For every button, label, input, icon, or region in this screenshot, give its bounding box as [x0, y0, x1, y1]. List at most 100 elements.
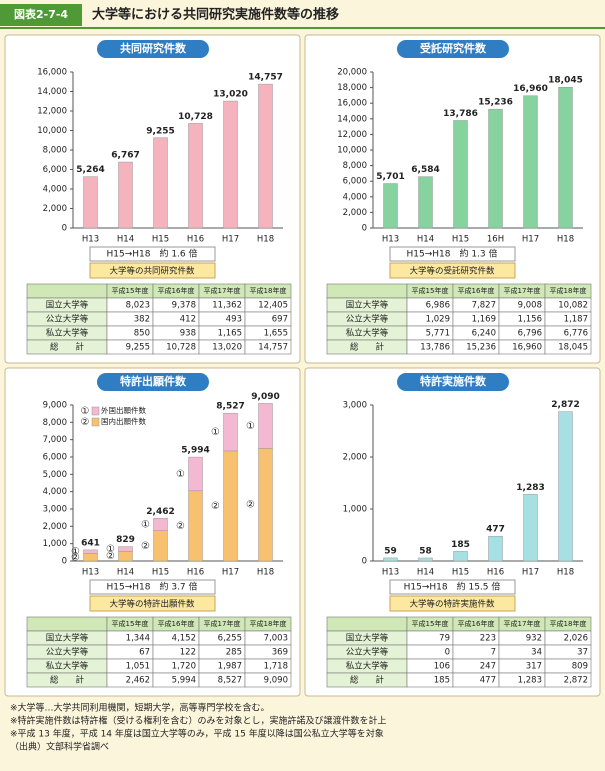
- bar-segment: [223, 450, 238, 562]
- bar: [523, 95, 538, 229]
- caption-box: [389, 595, 516, 612]
- value-label: 6,584: [411, 165, 439, 175]
- footnote: ※平成 13 年度，平成 14 年度は国立大学等のみ，平成 15 年度以降は国公…: [10, 728, 384, 740]
- value-label: 477: [486, 525, 505, 535]
- table-cell: 2,872: [564, 676, 588, 686]
- x-tick-label: H15: [152, 235, 169, 245]
- legend-swatch: [91, 417, 100, 427]
- y-tick-label: 2,000: [43, 522, 67, 532]
- table-header: 平成17年度: [504, 619, 541, 628]
- table-header: 平成16年度: [458, 286, 495, 295]
- x-tick-label: H15: [152, 568, 169, 578]
- value-label: 13,020: [213, 90, 248, 100]
- bar: [153, 137, 168, 229]
- table-row-label: 国立大学等: [46, 300, 89, 311]
- x-tick-label: H13: [382, 568, 399, 578]
- value-label: 5,994: [181, 446, 209, 456]
- table-cell: 14,757: [258, 343, 288, 353]
- table-header: 平成18年度: [550, 619, 587, 628]
- table-cell: 412: [180, 315, 196, 325]
- table-header: 平成16年度: [158, 286, 195, 295]
- value-label: 59: [384, 546, 397, 556]
- bar: [523, 494, 538, 562]
- table-cell: 9,255: [126, 343, 150, 353]
- x-tick-label: H14: [117, 235, 134, 245]
- bar-segment: [118, 546, 133, 552]
- y-tick-label: 18,000: [337, 83, 367, 93]
- y-tick-label: 0: [62, 224, 67, 234]
- table-cell: 185: [434, 676, 450, 686]
- legend-marker: ②: [81, 417, 90, 428]
- table-cell: 317: [526, 662, 542, 672]
- table-row-label: 総 計: [50, 675, 85, 686]
- y-tick-label: 9,000: [43, 401, 67, 411]
- panel-title: 特許実施件数: [420, 374, 487, 388]
- table-cell: 850: [134, 329, 150, 339]
- header-label-box: [0, 4, 82, 26]
- table-cell: 369: [272, 648, 288, 658]
- table-cell: 79: [439, 634, 450, 644]
- table-row-label: 公立大学等: [346, 647, 389, 658]
- table-header: 平成17年度: [204, 286, 241, 295]
- y-tick-label: 1,000: [343, 505, 367, 515]
- table-cell-box: [544, 672, 592, 688]
- header-label: 図表2-7-4: [14, 7, 68, 21]
- legend-label: 国内出願件数: [101, 416, 146, 426]
- table-cell: 1,029: [426, 315, 450, 325]
- table-row-label: 国立大学等: [346, 300, 389, 311]
- y-tick-label: 10,000: [37, 126, 67, 136]
- bar: [383, 557, 398, 562]
- bar: [223, 100, 238, 229]
- footnote: （出典）文部科学省調べ: [10, 741, 109, 753]
- bar: [418, 176, 433, 229]
- table-cell: 5,994: [172, 676, 196, 686]
- y-tick-label: 0: [362, 557, 367, 567]
- caption-box: [89, 262, 216, 279]
- table-cell: 932: [526, 634, 542, 644]
- segment-marker: ②: [246, 500, 255, 511]
- table-cell: 6,240: [472, 329, 496, 339]
- table-cell: 0: [445, 648, 450, 658]
- table-header: 平成15年度: [112, 619, 149, 628]
- x-tick-label: H18: [257, 235, 274, 245]
- table-row-label: 総 計: [50, 342, 85, 353]
- value-label: 13,786: [443, 109, 478, 119]
- table-cell: 8,527: [218, 676, 242, 686]
- table-row-label: 私立大学等: [346, 328, 389, 339]
- x-tick-label: H17: [522, 568, 539, 578]
- ratio-box: [89, 246, 216, 262]
- value-label: 18,045: [548, 76, 583, 86]
- legend-label: 外国出願件数: [101, 405, 146, 415]
- table-header-cell: [26, 283, 108, 299]
- bar: [558, 411, 573, 562]
- y-tick-label: 4,000: [43, 487, 67, 497]
- value-label: 16,960: [513, 84, 548, 94]
- caption-text: 大学等の受託研究件数: [409, 266, 495, 277]
- table-cell-box: [544, 339, 592, 355]
- table-cell-box: [244, 672, 292, 688]
- x-tick-label: H14: [117, 568, 134, 578]
- table-header: 平成16年度: [158, 619, 195, 628]
- x-tick-label: H16: [487, 568, 504, 578]
- table-cell: 285: [226, 648, 242, 658]
- bar: [453, 120, 468, 229]
- table-cell: 2,462: [126, 676, 150, 686]
- legend-swatch: [91, 406, 100, 416]
- table-header: 平成18年度: [250, 286, 287, 295]
- table-cell: 493: [226, 315, 242, 325]
- x-tick-label: H13: [82, 568, 99, 578]
- footnote: ※大学等…大学共同利用機関，短期大学，高等専門学校を含む。: [10, 702, 270, 714]
- x-tick-label: H18: [257, 568, 274, 578]
- table-cell: 938: [180, 329, 196, 339]
- bar-segment: [83, 549, 98, 554]
- table-header: 平成18年度: [550, 286, 587, 295]
- table-cell: 1,165: [218, 329, 242, 339]
- value-label: 2,462: [146, 507, 174, 517]
- table-cell: 6,255: [218, 634, 242, 644]
- header-title: 大学等における共同研究実施件数等の推移: [92, 7, 339, 23]
- y-tick-label: 8,000: [43, 418, 67, 428]
- ratio-box: [389, 579, 516, 595]
- y-tick-label: 14,000: [37, 87, 67, 97]
- table-row-label: 公立大学等: [46, 314, 89, 325]
